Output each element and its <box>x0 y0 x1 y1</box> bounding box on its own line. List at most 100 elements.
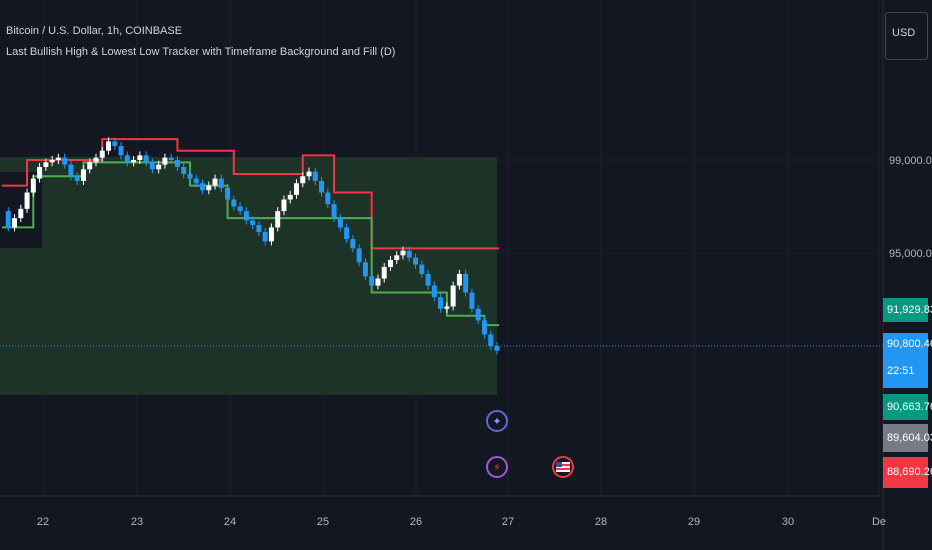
indicator-title[interactable]: Last Bullish High & Lowest Low Tracker w… <box>6 46 396 58</box>
price-tick-label: 99,000.00 <box>889 155 932 167</box>
candle <box>174 160 180 167</box>
candle <box>287 194 293 200</box>
time-tick-label: 22 <box>37 516 49 528</box>
time-tick-label: 24 <box>224 516 236 528</box>
candle <box>149 162 155 170</box>
candle <box>162 157 168 165</box>
candle <box>99 150 105 158</box>
candle <box>293 183 299 195</box>
candle <box>80 169 86 181</box>
us-flag-icon[interactable] <box>552 456 574 478</box>
candle <box>231 199 237 207</box>
price-label-high: 91,929.83 <box>883 298 932 322</box>
currency-button[interactable]: USD <box>885 12 928 60</box>
candle <box>475 308 481 321</box>
time-tick-label: 28 <box>595 516 607 528</box>
candle <box>181 166 187 174</box>
candle <box>187 173 193 179</box>
symbol-title[interactable]: Bitcoin / U.S. Dollar, 1h, COINBASE <box>6 25 183 37</box>
svg-text:⚡: ⚡ <box>493 462 501 474</box>
candle <box>74 176 80 181</box>
candle <box>243 211 249 221</box>
candle <box>225 187 231 200</box>
candle <box>5 211 11 228</box>
candle <box>325 192 331 205</box>
candles <box>5 137 500 355</box>
candle <box>250 220 256 226</box>
candle <box>419 264 425 274</box>
candle <box>168 157 174 160</box>
candle <box>406 250 412 258</box>
candle <box>62 157 68 165</box>
candle <box>37 166 43 179</box>
candle <box>262 232 268 242</box>
candle <box>156 164 162 170</box>
candle <box>312 171 318 181</box>
candle <box>481 320 487 335</box>
candle <box>93 157 99 163</box>
candle <box>143 155 149 163</box>
candle <box>200 183 206 191</box>
time-axis[interactable]: 22 23 24 25 26 27 28 29 30 De <box>37 516 886 528</box>
candle <box>206 185 212 191</box>
candle <box>43 162 49 167</box>
candle <box>24 192 30 209</box>
candle <box>268 227 274 242</box>
candle <box>375 278 381 286</box>
candle <box>344 227 350 240</box>
candle <box>337 218 343 228</box>
candle <box>319 180 325 193</box>
candle <box>281 199 287 212</box>
time-tick-label: De <box>872 516 886 528</box>
price-label-low: 88,690.26 <box>883 457 932 488</box>
candle <box>362 262 368 277</box>
candle <box>106 141 112 151</box>
candle <box>450 285 456 307</box>
time-tick-label: 30 <box>782 516 794 528</box>
candle <box>256 225 262 233</box>
candle <box>494 346 500 351</box>
candle <box>488 334 494 346</box>
candle <box>12 218 18 228</box>
time-tick-label: 25 <box>317 516 329 528</box>
time-tick-label: 27 <box>502 516 514 528</box>
candle <box>87 162 93 170</box>
candle <box>456 273 462 286</box>
price-tick-label: 95,000.00 <box>889 248 932 260</box>
candle <box>300 176 306 184</box>
candle <box>55 157 61 160</box>
candle <box>431 285 437 298</box>
candle <box>193 178 199 184</box>
candle <box>444 306 450 309</box>
candle <box>387 259 393 267</box>
candle <box>237 206 243 212</box>
price-axis[interactable]: 99,000.00 95,000.00 <box>889 155 932 260</box>
candle <box>18 208 24 219</box>
candle <box>49 160 55 163</box>
candle <box>131 160 137 163</box>
candle <box>469 292 475 309</box>
countdown-label: 22:51 <box>883 355 928 388</box>
price-label-current: 90,800.46 <box>883 333 932 355</box>
candle <box>68 164 74 177</box>
candle <box>381 266 387 279</box>
candle <box>306 171 312 177</box>
candle <box>331 204 337 219</box>
lightning-icon[interactable]: ⚡ <box>486 456 508 478</box>
time-tick-label: 23 <box>131 516 143 528</box>
candle <box>394 255 400 260</box>
event-marker-icon[interactable]: ✦ <box>486 410 508 432</box>
time-tick-label: 29 <box>688 516 700 528</box>
candle <box>438 297 444 309</box>
candle <box>112 141 118 147</box>
candle <box>137 155 143 160</box>
candle <box>218 178 224 188</box>
svg-text:✦: ✦ <box>492 416 501 428</box>
price-label-open: 90,663.76 <box>883 394 932 420</box>
candle <box>30 178 36 193</box>
candle <box>124 155 130 163</box>
candle <box>118 146 124 156</box>
price-label-mid: 89,604.03 <box>883 424 932 452</box>
time-tick-label: 26 <box>410 516 422 528</box>
